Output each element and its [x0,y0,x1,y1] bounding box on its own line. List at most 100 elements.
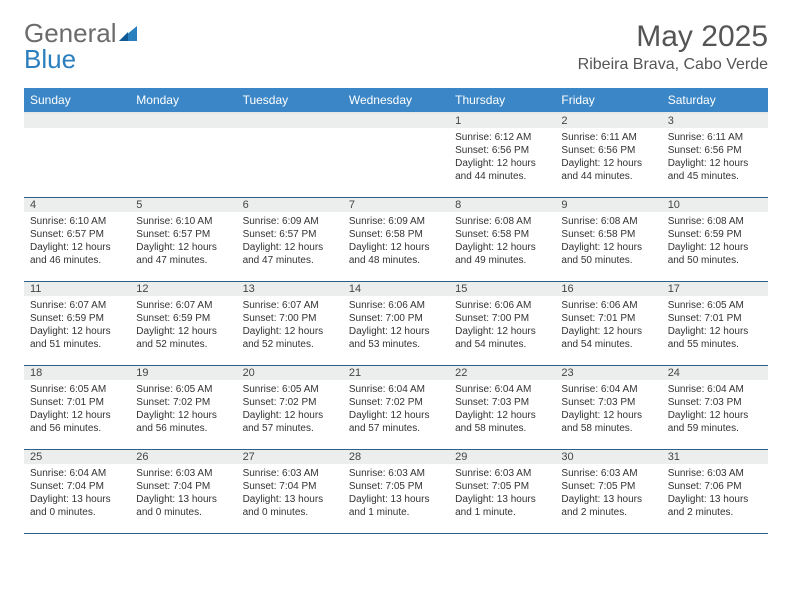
day-number: 31 [662,450,768,464]
sunset-line: Sunset: 6:59 PM [668,228,762,241]
day-number: 26 [130,450,236,464]
calendar-day-cell: 28Sunrise: 6:03 AMSunset: 7:05 PMDayligh… [343,449,449,533]
sunset-line: Sunset: 7:00 PM [243,312,337,325]
sunrise-line: Sunrise: 6:05 AM [30,383,124,396]
daylight-line: Daylight: 12 hours and 57 minutes. [349,409,443,435]
sunrise-line: Sunrise: 6:12 AM [455,131,549,144]
sunrise-line: Sunrise: 6:04 AM [668,383,762,396]
sunrise-line: Sunrise: 6:03 AM [455,467,549,480]
day-number: 24 [662,366,768,380]
sunrise-line: Sunrise: 6:08 AM [668,215,762,228]
sunset-line: Sunset: 6:59 PM [136,312,230,325]
day-body: Sunrise: 6:03 AMSunset: 7:06 PMDaylight:… [662,464,768,523]
day-number: 1 [449,114,555,128]
daylight-line: Daylight: 13 hours and 1 minute. [349,493,443,519]
sunset-line: Sunset: 6:58 PM [349,228,443,241]
day-number-blank [343,114,449,128]
calendar-day-cell: 15Sunrise: 6:06 AMSunset: 7:00 PMDayligh… [449,281,555,365]
daylight-line: Daylight: 12 hours and 52 minutes. [243,325,337,351]
sunset-line: Sunset: 7:02 PM [349,396,443,409]
sunrise-line: Sunrise: 6:09 AM [349,215,443,228]
calendar-day-cell: 19Sunrise: 6:05 AMSunset: 7:02 PMDayligh… [130,365,236,449]
day-number: 15 [449,282,555,296]
day-number-blank [24,114,130,128]
calendar-day-cell: 22Sunrise: 6:04 AMSunset: 7:03 PMDayligh… [449,365,555,449]
day-body: Sunrise: 6:03 AMSunset: 7:04 PMDaylight:… [130,464,236,523]
sunset-line: Sunset: 7:01 PM [561,312,655,325]
weekday-header-row: SundayMondayTuesdayWednesdayThursdayFrid… [24,88,768,113]
logo-text-gray: General [24,20,117,46]
day-number: 17 [662,282,768,296]
calendar-day-cell: 29Sunrise: 6:03 AMSunset: 7:05 PMDayligh… [449,449,555,533]
calendar-day-cell [237,113,343,197]
sunrise-line: Sunrise: 6:03 AM [136,467,230,480]
sunrise-line: Sunrise: 6:10 AM [136,215,230,228]
sunrise-line: Sunrise: 6:06 AM [349,299,443,312]
month-title: May 2025 [578,20,768,54]
daylight-line: Daylight: 13 hours and 2 minutes. [668,493,762,519]
sunrise-line: Sunrise: 6:04 AM [561,383,655,396]
sunrise-line: Sunrise: 6:07 AM [243,299,337,312]
calendar-day-cell: 16Sunrise: 6:06 AMSunset: 7:01 PMDayligh… [555,281,661,365]
daylight-line: Daylight: 12 hours and 59 minutes. [668,409,762,435]
daylight-line: Daylight: 12 hours and 50 minutes. [561,241,655,267]
weekday-header: Tuesday [237,88,343,113]
day-number: 12 [130,282,236,296]
day-body: Sunrise: 6:04 AMSunset: 7:03 PMDaylight:… [449,380,555,439]
sunset-line: Sunset: 7:04 PM [136,480,230,493]
sunset-line: Sunset: 6:56 PM [561,144,655,157]
sunrise-line: Sunrise: 6:06 AM [455,299,549,312]
weekday-header: Wednesday [343,88,449,113]
calendar-day-cell: 27Sunrise: 6:03 AMSunset: 7:04 PMDayligh… [237,449,343,533]
daylight-line: Daylight: 12 hours and 51 minutes. [30,325,124,351]
calendar-table: SundayMondayTuesdayWednesdayThursdayFrid… [24,88,768,534]
day-number: 16 [555,282,661,296]
day-number: 18 [24,366,130,380]
day-number-blank [130,114,236,128]
sunrise-line: Sunrise: 6:09 AM [243,215,337,228]
calendar-day-cell [130,113,236,197]
logo-sail-icon [119,20,139,46]
daylight-line: Daylight: 12 hours and 56 minutes. [30,409,124,435]
daylight-line: Daylight: 12 hours and 54 minutes. [455,325,549,351]
day-body: Sunrise: 6:05 AMSunset: 7:02 PMDaylight:… [237,380,343,439]
sunrise-line: Sunrise: 6:04 AM [30,467,124,480]
weekday-header: Monday [130,88,236,113]
sunset-line: Sunset: 7:02 PM [136,396,230,409]
sunset-line: Sunset: 6:57 PM [30,228,124,241]
day-body: Sunrise: 6:11 AMSunset: 6:56 PMDaylight:… [662,128,768,187]
calendar-day-cell: 17Sunrise: 6:05 AMSunset: 7:01 PMDayligh… [662,281,768,365]
day-number: 9 [555,198,661,212]
sunrise-line: Sunrise: 6:04 AM [455,383,549,396]
day-body: Sunrise: 6:10 AMSunset: 6:57 PMDaylight:… [130,212,236,271]
day-body: Sunrise: 6:06 AMSunset: 7:00 PMDaylight:… [343,296,449,355]
daylight-line: Daylight: 12 hours and 57 minutes. [243,409,337,435]
calendar-day-cell: 9Sunrise: 6:08 AMSunset: 6:58 PMDaylight… [555,197,661,281]
calendar-day-cell: 1Sunrise: 6:12 AMSunset: 6:56 PMDaylight… [449,113,555,197]
day-body: Sunrise: 6:04 AMSunset: 7:03 PMDaylight:… [555,380,661,439]
calendar-day-cell: 7Sunrise: 6:09 AMSunset: 6:58 PMDaylight… [343,197,449,281]
sunset-line: Sunset: 6:59 PM [30,312,124,325]
calendar-week-row: 4Sunrise: 6:10 AMSunset: 6:57 PMDaylight… [24,197,768,281]
calendar-day-cell: 10Sunrise: 6:08 AMSunset: 6:59 PMDayligh… [662,197,768,281]
calendar-day-cell: 8Sunrise: 6:08 AMSunset: 6:58 PMDaylight… [449,197,555,281]
sunset-line: Sunset: 7:02 PM [243,396,337,409]
sunrise-line: Sunrise: 6:03 AM [668,467,762,480]
day-number: 29 [449,450,555,464]
weekday-header: Saturday [662,88,768,113]
sunset-line: Sunset: 7:03 PM [561,396,655,409]
day-body: Sunrise: 6:05 AMSunset: 7:02 PMDaylight:… [130,380,236,439]
day-body: Sunrise: 6:06 AMSunset: 7:01 PMDaylight:… [555,296,661,355]
day-body: Sunrise: 6:05 AMSunset: 7:01 PMDaylight:… [662,296,768,355]
day-body: Sunrise: 6:08 AMSunset: 6:58 PMDaylight:… [449,212,555,271]
daylight-line: Daylight: 12 hours and 52 minutes. [136,325,230,351]
calendar-day-cell [24,113,130,197]
day-body: Sunrise: 6:11 AMSunset: 6:56 PMDaylight:… [555,128,661,187]
daylight-line: Daylight: 13 hours and 0 minutes. [30,493,124,519]
daylight-line: Daylight: 12 hours and 50 minutes. [668,241,762,267]
sunrise-line: Sunrise: 6:11 AM [561,131,655,144]
day-number-blank [237,114,343,128]
sunrise-line: Sunrise: 6:11 AM [668,131,762,144]
weekday-header: Sunday [24,88,130,113]
sunrise-line: Sunrise: 6:08 AM [455,215,549,228]
